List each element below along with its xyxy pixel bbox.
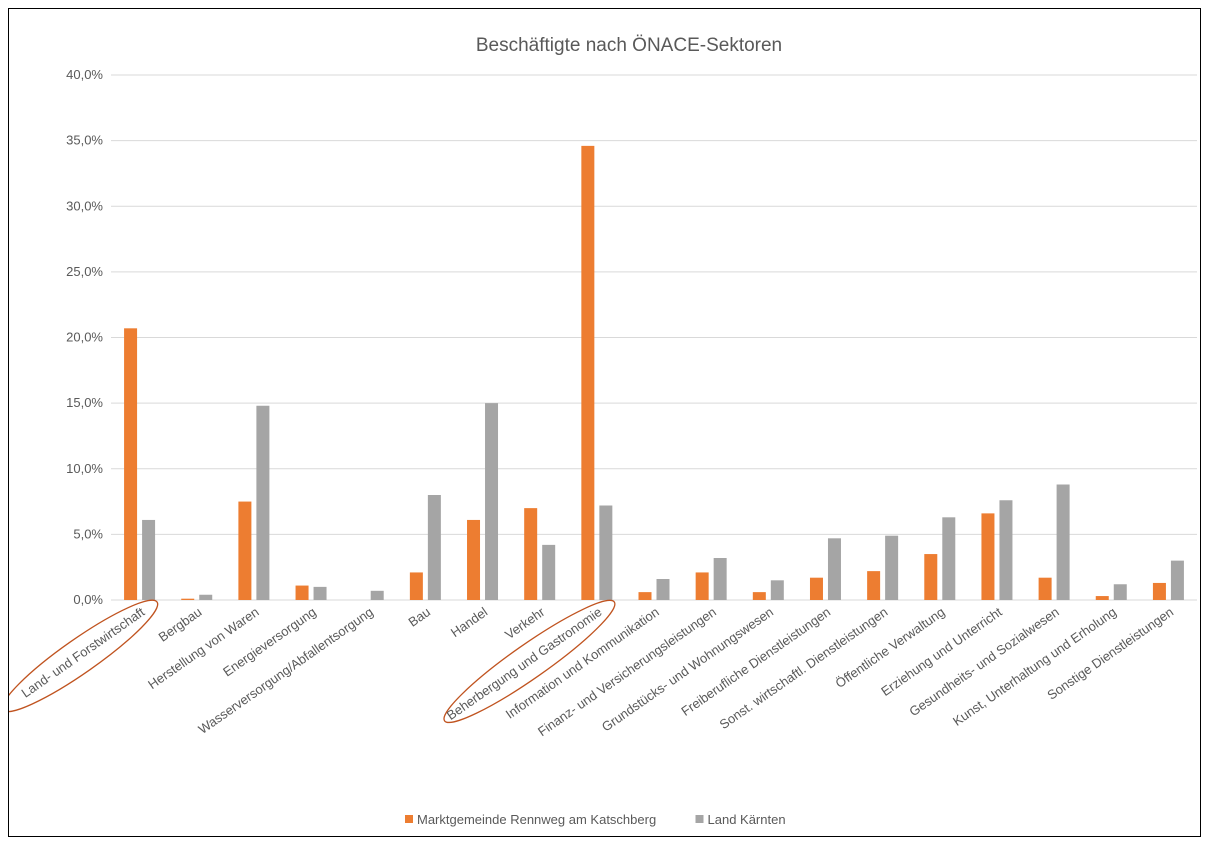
bar-series-1-10 <box>695 572 709 600</box>
y-tick-label: 15,0% <box>66 395 103 410</box>
bar-series-2-8 <box>599 505 613 600</box>
y-tick-label: 40,0% <box>66 67 103 82</box>
bar-series-1-8 <box>581 145 595 600</box>
legend-swatch-1 <box>405 815 413 823</box>
bar-series-1-9 <box>638 592 652 600</box>
x-tick-label: Bergbau <box>156 604 205 644</box>
highlight-ellipse <box>443 599 616 724</box>
bar-series-1-17 <box>1095 596 1109 600</box>
bar-series-1-1 <box>181 598 195 600</box>
y-tick-label: 5,0% <box>73 526 103 541</box>
legend-label-1: Marktgemeinde Rennweg am Katschberg <box>417 812 656 827</box>
chart-canvas: Beschäftigte nach ÖNACE-Sektoren 0,0% 5,0… <box>9 35 1197 827</box>
bar-series-2-9 <box>656 579 670 600</box>
y-tick-label: 10,0% <box>66 461 103 476</box>
x-tick-label: Verkehr <box>502 604 548 642</box>
x-tick-label: Energieversorgung <box>220 604 319 679</box>
bar-series-1-14 <box>924 554 938 600</box>
bar-series-2-16 <box>1056 484 1070 600</box>
y-axis-tick-labels: 0,0% 5,0% 10,0% 15,0% 20,0% 25,0% 30,0% 35,0% 40… <box>66 67 103 607</box>
chart-frame: Beschäftigte nach ÖNACE-Sektoren 0,0% 5,0… <box>8 8 1201 837</box>
bar-series-1-15 <box>981 513 995 600</box>
bar-series-2-15 <box>999 500 1013 600</box>
bar-series-1-5 <box>409 572 423 600</box>
bar-series-1-2 <box>238 501 252 600</box>
bar-series-2-6 <box>485 403 499 600</box>
bar-series-2-13 <box>885 535 899 600</box>
highlight-ellipses <box>9 599 616 724</box>
y-tick-label: 20,0% <box>66 330 103 345</box>
x-tick-label: Handel <box>448 604 490 640</box>
x-tick-label: Herstellung von Waren <box>145 604 262 692</box>
y-tick-label: 30,0% <box>66 198 103 213</box>
legend-swatch-2 <box>695 815 704 823</box>
bar-series-1-3 <box>295 585 309 600</box>
y-tick-label: 25,0% <box>66 264 103 279</box>
bar-series-2-1 <box>199 594 213 600</box>
x-axis-tick-labels: Land- und Forstwirtschaft BergbauHerstell… <box>19 604 1177 739</box>
bar-series-1-11 <box>752 592 766 600</box>
bar-series-2-4 <box>370 590 384 600</box>
bar-series-1-7 <box>524 508 538 600</box>
bar-series-2-10 <box>713 558 727 600</box>
bar-series-2-2 <box>256 405 270 600</box>
bar-series-2-18 <box>1170 560 1184 600</box>
bar-series-2-11 <box>770 580 784 600</box>
bar-series-1-18 <box>1152 582 1166 600</box>
bar-series-1-16 <box>1038 577 1052 600</box>
bar-series-2-5 <box>427 495 441 600</box>
y-tick-label: 35,0% <box>66 133 103 148</box>
bar-series-2-0 <box>142 519 156 600</box>
bar-series-2-17 <box>1113 584 1127 600</box>
chart-title: Beschäftigte nach ÖNACE-Sektoren <box>476 35 782 56</box>
bar-series-2-7 <box>542 544 556 600</box>
legend-label-2: Land Kärnten <box>708 812 786 827</box>
x-tick-label: Land- und Forstwirtschaft <box>19 604 148 701</box>
bar-series-1-13 <box>867 571 881 600</box>
highlight-ellipse <box>9 599 159 713</box>
bar-series-2-12 <box>827 538 841 600</box>
x-tick-label: Bau <box>406 604 434 630</box>
bar-series-1-6 <box>467 519 481 600</box>
bar-series-1-12 <box>809 577 823 600</box>
y-tick-label: 0,0% <box>73 592 103 607</box>
bar-series-2-14 <box>942 517 956 600</box>
bar-series-1-0 <box>124 328 138 600</box>
grid-lines <box>111 74 1197 601</box>
bars <box>124 145 1184 600</box>
legend: Marktgemeinde Rennweg am Katschberg Land … <box>405 812 786 827</box>
bar-series-2-3 <box>313 586 327 600</box>
